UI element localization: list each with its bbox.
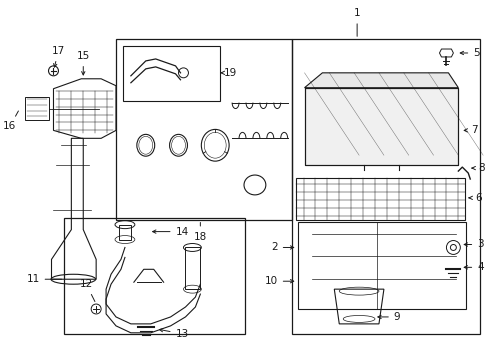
- Text: 5: 5: [460, 48, 480, 58]
- Bar: [297, 222, 466, 309]
- Text: 10: 10: [265, 276, 294, 286]
- Text: 16: 16: [3, 111, 19, 131]
- Text: 6: 6: [469, 193, 482, 203]
- Text: 13: 13: [159, 329, 189, 339]
- Bar: [295, 178, 466, 220]
- Text: 18: 18: [194, 222, 207, 242]
- Bar: [305, 88, 458, 165]
- Text: 15: 15: [76, 51, 90, 75]
- Text: 7: 7: [464, 125, 478, 135]
- Text: 11: 11: [26, 274, 62, 284]
- Bar: [292, 39, 480, 334]
- Bar: [116, 39, 292, 220]
- Text: 4: 4: [464, 262, 484, 272]
- Text: 9: 9: [378, 312, 400, 322]
- Text: 19: 19: [221, 68, 238, 78]
- Bar: [123, 46, 220, 100]
- Text: 14: 14: [152, 226, 189, 237]
- Text: 8: 8: [472, 163, 485, 173]
- Bar: [24, 96, 49, 121]
- Bar: [305, 88, 458, 165]
- Text: 17: 17: [52, 46, 65, 67]
- Text: 2: 2: [271, 243, 294, 252]
- Text: 3: 3: [464, 239, 484, 249]
- Text: 12: 12: [79, 279, 95, 302]
- Text: 1: 1: [354, 8, 361, 36]
- Bar: [64, 218, 245, 334]
- Polygon shape: [305, 73, 458, 88]
